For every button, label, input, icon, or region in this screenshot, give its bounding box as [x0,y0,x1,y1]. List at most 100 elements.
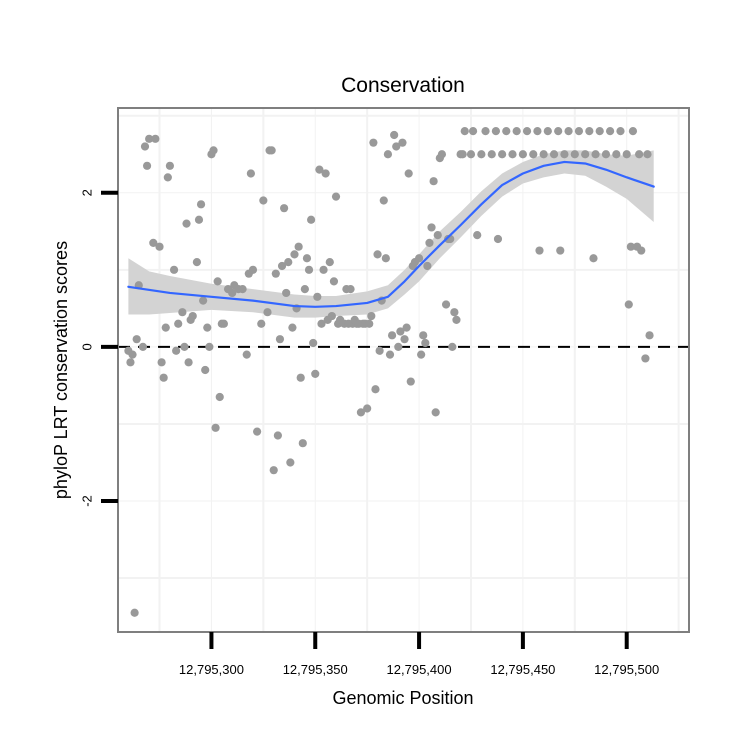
scatter-point [498,150,507,159]
scatter-point [543,127,552,136]
scatter-point [205,342,214,351]
scatter-point [196,200,206,209]
scatter-point [433,231,442,240]
scatter-point [296,373,305,382]
scatter-point [199,296,208,305]
scatter-point [421,338,430,348]
scatter-point [398,138,407,147]
scatter-point [363,404,372,413]
scatter-point [174,319,183,328]
scatter-point [502,127,511,136]
chart-title: Conservation [341,74,465,97]
scatter-point [508,150,517,159]
scatter-point [128,350,137,359]
scatter-point [257,319,266,328]
scatter-point [392,142,401,151]
scatter-point [549,150,559,159]
x-tick-label: 12,795,450 [490,662,555,677]
scatter-point [622,150,631,159]
scatter-point [319,265,328,274]
y-tick-label: 2 [79,189,94,196]
scatter-point [452,315,461,325]
x-tick-label: 12,795,300 [179,662,244,677]
scatter-point [637,246,646,255]
scatter-point [169,265,179,274]
scatter-point [595,127,604,136]
scatter-point [477,150,486,159]
scatter-point [321,169,330,178]
scatter-point [271,269,280,278]
scatter-point [263,308,272,317]
x-tick-label: 12,795,500 [594,662,659,677]
scatter-point [512,127,521,136]
scatter-point [259,196,268,205]
grid-lines [118,108,689,632]
scatter-point [130,608,139,617]
scatter-point [417,350,426,359]
scatter-point [468,127,478,136]
scatter-point [466,150,476,159]
scatter-point [450,308,459,317]
scatter-point [132,335,141,344]
scatter-point [437,150,447,159]
y-tick: 2 [79,189,118,196]
y-tick: 0 [79,343,118,350]
scatter-point [178,308,187,317]
scatter-point [425,238,434,247]
scatter-point [188,311,197,321]
scatter-point [145,134,154,143]
smooth-line [127,160,655,308]
scatter-point [379,196,388,205]
scatter-point [275,335,285,344]
scatter-point [209,146,218,155]
scatter-point [404,169,413,178]
scatter-point [298,439,307,448]
x-tick: 12,795,500 [594,632,659,677]
scatter-point [402,323,411,332]
scatter-point [387,331,397,340]
scatter-point [273,431,282,440]
scatter-point [533,127,542,136]
scatter-point [643,150,652,159]
scatter-point [367,311,376,321]
scatter-point [331,192,341,201]
scatter-point [605,127,615,136]
scatter-point [518,150,527,159]
scatter-point [286,458,295,467]
smooth-line-layer [127,160,655,308]
scatter-point [522,127,532,136]
scatter-point [491,127,500,136]
scatter-point [159,373,168,382]
scatter-point [215,392,224,402]
scatter-point [375,346,384,355]
x-tick: 12,795,400 [387,632,452,677]
x-tick: 12,795,450 [490,632,555,677]
scatter-point [228,288,237,298]
scatter-point [267,146,276,155]
scatter-point [554,127,563,136]
x-axis-label: Genomic Position [332,688,473,708]
scatter-point [390,130,399,140]
scatter-point [589,254,598,263]
scatter-point [211,423,220,432]
scatter-point [242,350,251,359]
x-tick: 12,795,350 [283,632,348,677]
scatter-point [570,150,579,159]
scatter-point [253,427,262,436]
scatter-point [157,358,166,367]
scatter-point [194,215,204,224]
scatter-point [126,358,135,367]
scatter-point [300,284,309,294]
y-tick-label: -2 [79,495,94,507]
scatter-point [184,358,193,367]
scatter-point [282,288,291,298]
scatter-point [201,365,210,375]
x-tick-label: 12,795,350 [283,662,348,677]
scatter-point [487,150,496,159]
scatter-point [645,331,654,340]
y-axis: -2 0 2 [79,189,118,507]
scatter-point [313,292,322,301]
y-axis-label: phyloP LRT conservation scores [51,241,71,499]
scatter-point [219,319,228,328]
scatter-point [591,150,600,159]
